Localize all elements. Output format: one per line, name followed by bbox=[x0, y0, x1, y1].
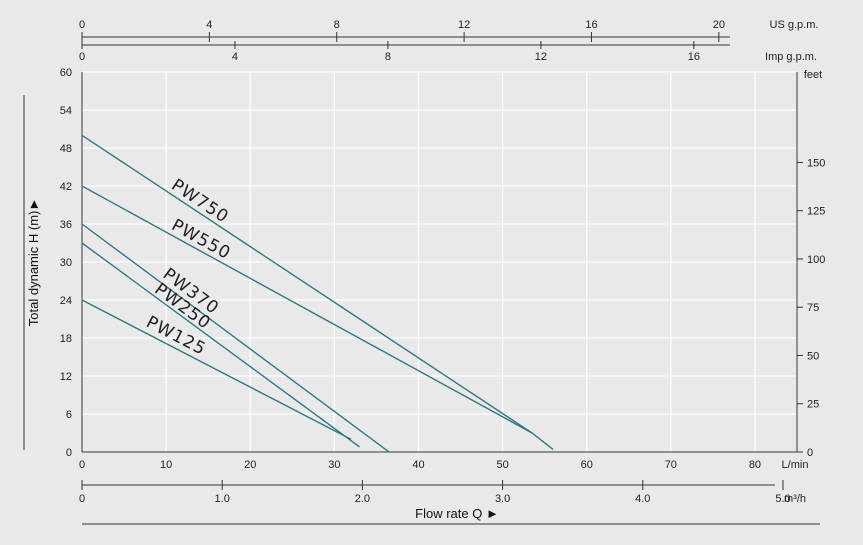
x-tick-label: 20 bbox=[244, 459, 256, 471]
x-tick-label: 10 bbox=[160, 459, 172, 471]
y-tick-label: 30 bbox=[60, 257, 72, 269]
m3h-axis-label: m³/h bbox=[784, 493, 806, 505]
x-tick-label: 40 bbox=[412, 459, 424, 471]
series-line-pw550 bbox=[81, 185, 533, 434]
series-line-pw250 bbox=[81, 242, 361, 448]
y-tick-label: 60 bbox=[60, 67, 72, 79]
series-line-pw125 bbox=[81, 299, 352, 440]
feet-tick-label: 125 bbox=[807, 206, 825, 218]
m3h-tick-label: 0 bbox=[79, 493, 85, 505]
feet-tick-label: 50 bbox=[807, 350, 819, 362]
imp-gpm-tick-label: 8 bbox=[385, 51, 391, 63]
series-line-pw370 bbox=[81, 223, 390, 453]
y-tick-label: 18 bbox=[60, 333, 72, 345]
us-gpm-tick-label: 4 bbox=[206, 19, 212, 31]
y-tick-label: 42 bbox=[60, 181, 72, 193]
m3h-tick-label: 1.0 bbox=[215, 493, 230, 505]
y-axis-title: Total dynamic H (m)► bbox=[26, 198, 41, 326]
y-tick-label: 54 bbox=[60, 105, 72, 117]
x-tick-label: 50 bbox=[496, 459, 508, 471]
m3h-tick-label: 4.0 bbox=[635, 493, 650, 505]
us-gpm-axis-label: US g.p.m. bbox=[770, 19, 819, 31]
m3h-tick-label: 3.0 bbox=[495, 493, 510, 505]
us-gpm-tick-label: 12 bbox=[458, 19, 470, 31]
us-gpm-tick-label: 8 bbox=[334, 19, 340, 31]
m3h-tick-label: 5.0 bbox=[775, 493, 790, 505]
us-gpm-tick-label: 20 bbox=[713, 19, 725, 31]
feet-tick-label: 25 bbox=[807, 399, 819, 411]
imp-gpm-tick-label: 12 bbox=[535, 51, 547, 63]
y-tick-label: 0 bbox=[66, 447, 72, 459]
y-tick-label: 48 bbox=[60, 143, 72, 155]
x-tick-label: 60 bbox=[581, 459, 593, 471]
x-tick-label: 80 bbox=[749, 459, 761, 471]
y-tick-label: 6 bbox=[66, 409, 72, 421]
imp-gpm-tick-label: 16 bbox=[688, 51, 700, 63]
series bbox=[81, 134, 554, 453]
x-axis-title: Flow rate Q ► bbox=[415, 506, 499, 521]
y-tick-label: 24 bbox=[60, 295, 72, 307]
x-unit-label: L/min bbox=[782, 459, 809, 471]
axes bbox=[23, 32, 820, 525]
x-tick-label: 30 bbox=[328, 459, 340, 471]
x-tick-label: 0 bbox=[79, 459, 85, 471]
y-tick-label: 12 bbox=[60, 371, 72, 383]
feet-tick-label: 100 bbox=[807, 254, 825, 266]
imp-gpm-tick-label: 4 bbox=[232, 51, 238, 63]
imp-gpm-axis-label: Imp g.p.m. bbox=[765, 51, 817, 63]
feet-axis-label: feet bbox=[804, 69, 822, 81]
m3h-tick-label: 2.0 bbox=[355, 493, 370, 505]
feet-tick-label: 75 bbox=[807, 302, 819, 314]
us-gpm-tick-label: 16 bbox=[585, 19, 597, 31]
feet-tick-label: 150 bbox=[807, 157, 825, 169]
feet-tick-label: 0 bbox=[807, 447, 813, 459]
imp-gpm-tick-label: 0 bbox=[79, 51, 85, 63]
us-gpm-tick-label: 0 bbox=[79, 19, 85, 31]
grid bbox=[81, 71, 798, 453]
x-tick-label: 70 bbox=[665, 459, 677, 471]
y-tick-label: 36 bbox=[60, 219, 72, 231]
